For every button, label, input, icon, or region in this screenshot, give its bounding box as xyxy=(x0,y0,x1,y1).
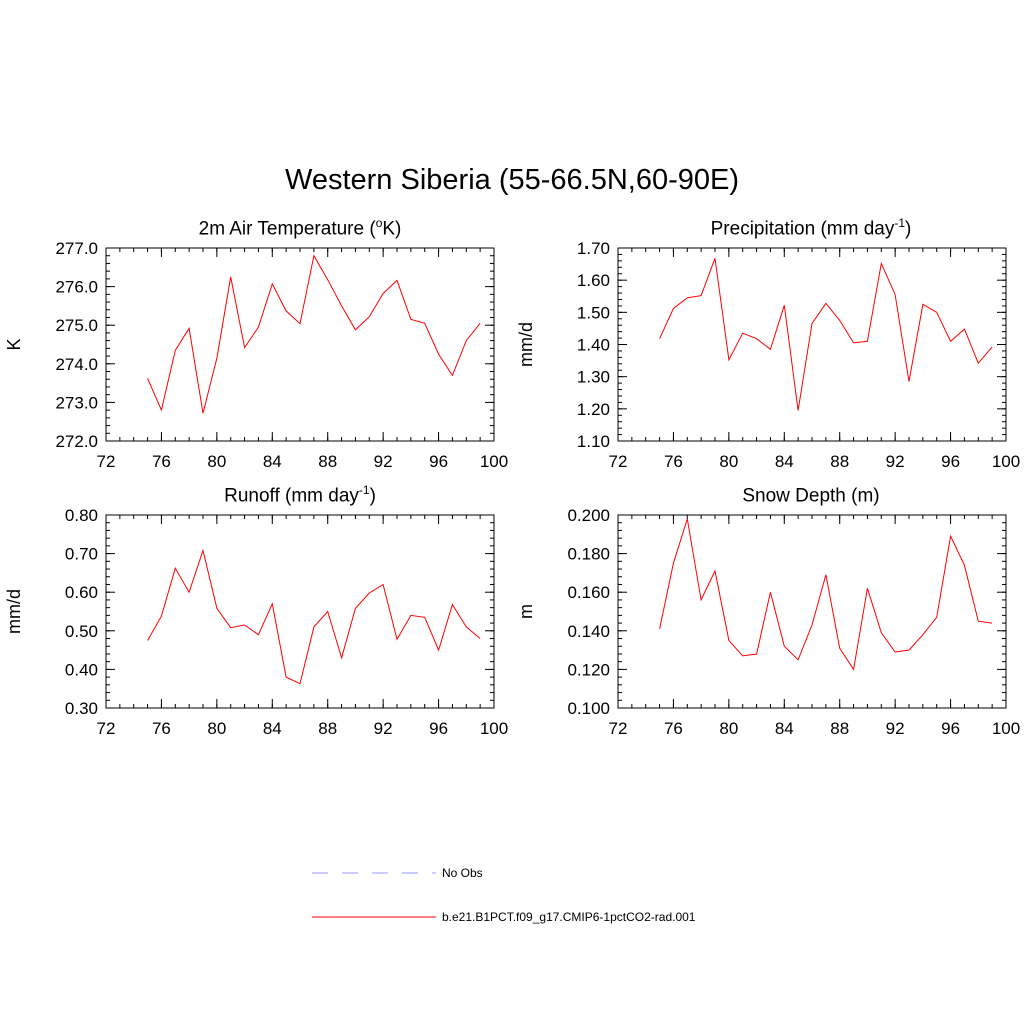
chart-panel-3: 72 76 80 84 88 92 96 100 0.30 0.40 0.50 0.60 0.70 0.8… xyxy=(4,506,508,738)
y-axis-label: m xyxy=(516,604,536,619)
y-tick-label: 1.20 xyxy=(577,400,610,419)
panel-title-precipitation: Precipitation (mm day-1) xyxy=(601,216,1021,240)
y-tick-label: 0.80 xyxy=(65,506,98,525)
x-tick-label: 100 xyxy=(992,452,1020,471)
y-tick-label: 0.30 xyxy=(65,699,98,718)
y-tick-label: 272.0 xyxy=(55,432,98,451)
x-tick-label: 72 xyxy=(609,452,628,471)
legend-label: b.e21.B1PCT.f09_g17.CMIP6-1pctCO2-rad.00… xyxy=(442,910,696,924)
x-tick-label: 72 xyxy=(609,719,628,738)
chart-panel-2: 72 76 80 84 88 92 96 100 1.10 1.20 1.30 1.40 1.50 1.6… xyxy=(516,239,1020,471)
panel-title-temperature: 2m Air Temperature (oK) xyxy=(90,216,510,240)
x-tick-label: 80 xyxy=(719,719,738,738)
x-tick-label: 88 xyxy=(318,719,337,738)
y-tick-label: 275.0 xyxy=(55,316,98,335)
x-tick-label: 92 xyxy=(374,452,393,471)
y-axis-label: mm/d xyxy=(4,589,24,634)
x-tick-label: 92 xyxy=(374,719,393,738)
series-line xyxy=(659,518,993,671)
y-tick-label: 0.160 xyxy=(567,583,610,602)
x-tick-label: 96 xyxy=(941,452,960,471)
y-tick-label: 0.40 xyxy=(65,660,98,679)
panel-title-text: Snow Depth (m) xyxy=(742,485,880,507)
y-axis-label: K xyxy=(4,338,24,350)
panel-title-snow-depth: Snow Depth (m) xyxy=(601,483,1021,507)
x-tick-label: 76 xyxy=(152,719,171,738)
x-tick-label: 72 xyxy=(97,452,116,471)
y-tick-label: 0.70 xyxy=(65,545,98,564)
y-tick-label: 1.10 xyxy=(577,432,610,451)
y-tick-label: 277.0 xyxy=(55,239,98,258)
legend: No Obs b.e21.B1PCT.f09_g17.CMIP6-1pctCO2-… xyxy=(312,866,696,924)
y-tick-label: 0.100 xyxy=(567,699,610,718)
x-tick-label: 88 xyxy=(318,452,337,471)
y-tick-label: 0.120 xyxy=(567,660,610,679)
x-tick-label: 76 xyxy=(152,452,171,471)
plot-frame xyxy=(105,247,495,442)
chart-panel-1: 72 76 80 84 88 92 96 100 272.0 273.0 274.0 275.0 276… xyxy=(4,239,508,471)
x-tick-label: 96 xyxy=(429,719,448,738)
y-tick-label: 0.50 xyxy=(65,622,98,641)
y-tick-label: 0.140 xyxy=(567,622,610,641)
x-tick-label: 84 xyxy=(263,719,282,738)
panel-title-tail: ) xyxy=(369,485,376,507)
x-tick-label: 88 xyxy=(830,452,849,471)
x-tick-label: 84 xyxy=(775,719,794,738)
y-tick-label: 1.60 xyxy=(577,271,610,290)
series-line xyxy=(659,258,993,411)
y-tick-label: 276.0 xyxy=(55,278,98,297)
y-tick-label: 0.60 xyxy=(65,583,98,602)
x-tick-label: 96 xyxy=(429,452,448,471)
x-tick-label: 92 xyxy=(886,452,905,471)
plot-frame xyxy=(105,514,495,709)
x-tick-label: 100 xyxy=(480,452,508,471)
x-tick-label: 88 xyxy=(830,719,849,738)
y-axis-label: mm/d xyxy=(516,322,536,367)
legend-label: No Obs xyxy=(442,866,483,880)
x-tick-label: 80 xyxy=(207,452,226,471)
x-tick-label: 80 xyxy=(207,719,226,738)
x-tick-label: 72 xyxy=(97,719,116,738)
y-tick-label: 1.30 xyxy=(577,368,610,387)
panel-title-runoff: Runoff (mm day-1) xyxy=(90,483,510,507)
plot-frame xyxy=(617,247,1007,442)
y-tick-label: 1.40 xyxy=(577,336,610,355)
y-tick-label: 0.200 xyxy=(567,506,610,525)
y-tick-label: 274.0 xyxy=(55,355,98,374)
x-tick-label: 84 xyxy=(263,452,282,471)
chart-panel-4: 72 76 80 84 88 92 96 100 0.100 0.120 0.140 0.160 0.1… xyxy=(516,506,1020,738)
panel-title-superscript: o xyxy=(375,216,383,230)
panel-title-superscript: -1 xyxy=(358,483,370,497)
panel-title-text: 2m Air Temperature ( xyxy=(198,218,376,240)
panel-title-text: Precipitation (mm day xyxy=(710,218,895,240)
x-tick-label: 100 xyxy=(480,719,508,738)
x-tick-label: 96 xyxy=(941,719,960,738)
panel-title-tail: ) xyxy=(905,218,912,240)
x-tick-label: 92 xyxy=(886,719,905,738)
x-tick-label: 100 xyxy=(992,719,1020,738)
x-tick-label: 76 xyxy=(664,719,683,738)
y-tick-label: 1.70 xyxy=(577,239,610,258)
panel-title-tail: K) xyxy=(382,218,402,240)
x-tick-label: 76 xyxy=(664,452,683,471)
panel-title-text: Runoff (mm day xyxy=(224,485,359,507)
x-tick-label: 84 xyxy=(775,452,794,471)
x-tick-label: 80 xyxy=(719,452,738,471)
y-tick-label: 0.180 xyxy=(567,545,610,564)
y-tick-label: 273.0 xyxy=(55,393,98,412)
figure-title: Western Siberia (55-66.5N,60-90E) xyxy=(284,164,740,196)
y-tick-label: 1.50 xyxy=(577,303,610,322)
series-line xyxy=(147,548,481,685)
series-line xyxy=(147,254,481,414)
plot-frame xyxy=(617,514,1007,709)
panel-title-superscript: -1 xyxy=(894,216,906,230)
